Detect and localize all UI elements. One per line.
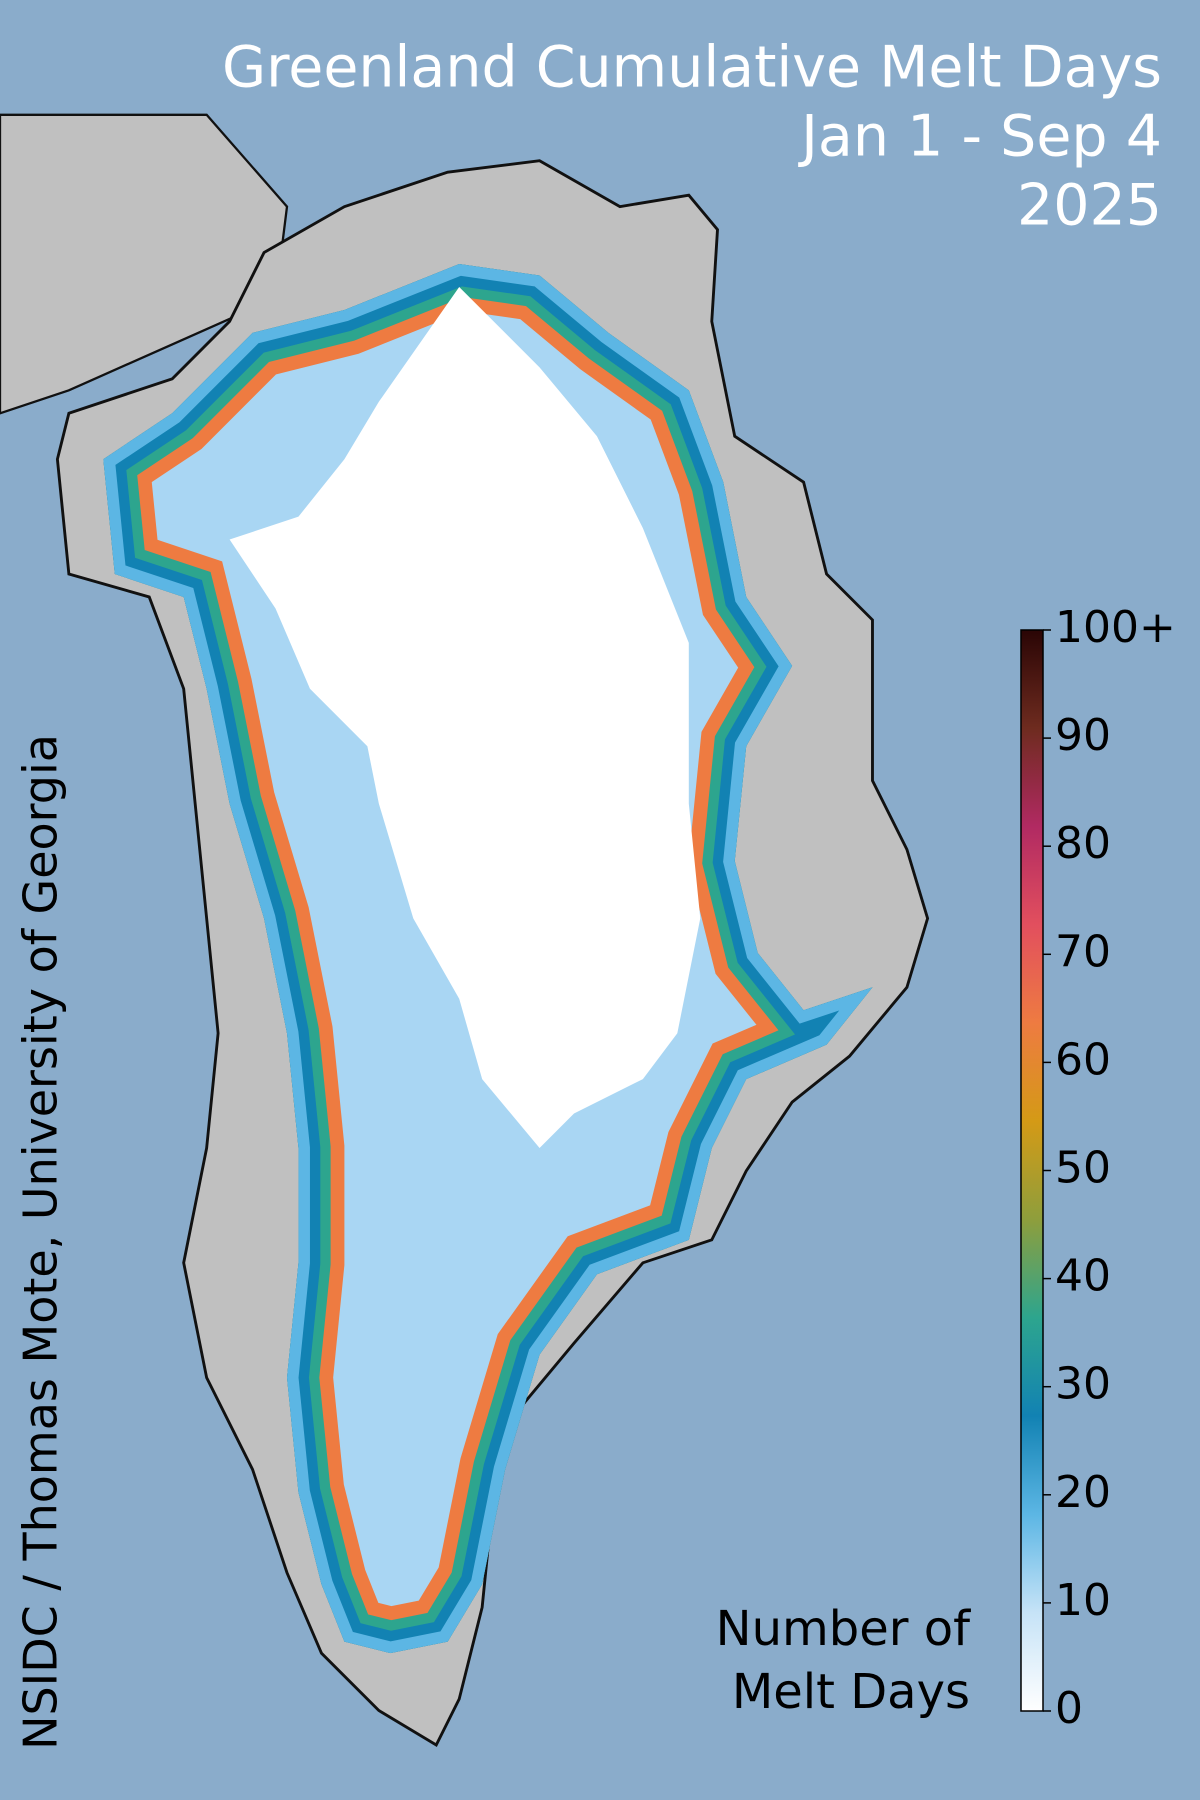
colorbar-tick-label: 30 [1055,1359,1111,1410]
credit: NSIDC / Thomas Mote, University of Georg… [14,734,68,1750]
colorbar-tick-label: 90 [1055,710,1111,761]
colorbar-tick-label: 0 [1055,1683,1083,1734]
colorbar-tick-label: 70 [1055,926,1111,977]
colorbar-tick-label: 20 [1055,1467,1111,1518]
title-line: Greenland Cumulative Melt Days [222,35,1162,101]
title-line: Jan 1 - Sep 4 [798,104,1162,170]
colorbar-tick-label: 10 [1055,1575,1111,1626]
colorbar-tick-label: 60 [1055,1034,1111,1085]
colorbar-label: Melt Days [732,1664,970,1720]
colorbar-tick-label: 40 [1055,1251,1111,1302]
colorbar [1020,629,1044,1712]
colorbar-tick-label: 100+ [1055,602,1176,653]
colorbar-tick-label: 50 [1055,1143,1111,1194]
colorbar-label: Number of [716,1601,971,1657]
colorbar-tick-label: 80 [1055,818,1111,869]
title-line: 2025 [1017,173,1162,239]
ellesmere-island [0,113,289,415]
landmass [0,113,930,1747]
no-melt-area [229,287,701,1148]
